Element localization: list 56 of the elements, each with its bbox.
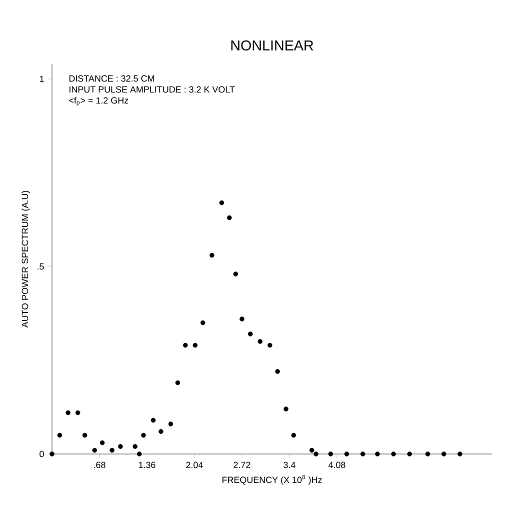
y-tick-label: 0 xyxy=(40,450,44,458)
point xyxy=(268,342,272,348)
y-tick-label: 1 xyxy=(40,76,44,82)
point xyxy=(150,418,156,423)
point xyxy=(375,452,380,456)
point xyxy=(248,332,253,336)
x-tick-label: .68 xyxy=(94,462,106,468)
x-tick-label: 1.36 xyxy=(138,462,156,468)
point xyxy=(233,272,238,276)
x-tick-label: 2.04 xyxy=(186,462,203,468)
point xyxy=(314,452,318,456)
point xyxy=(200,320,206,326)
point xyxy=(275,369,280,374)
point xyxy=(407,452,412,456)
point xyxy=(50,452,54,456)
annotation: <f$_{p}$> = 1.2 GHz xyxy=(69,97,128,106)
point xyxy=(92,448,97,453)
point xyxy=(183,342,188,348)
chart-title: NONLINEAR xyxy=(231,40,314,51)
y-tick-label: .5 xyxy=(38,263,44,270)
point xyxy=(136,452,142,456)
point xyxy=(168,422,174,426)
x-tick-label: 2.72 xyxy=(234,462,250,468)
point xyxy=(110,448,114,453)
point xyxy=(360,452,366,456)
point xyxy=(57,432,62,438)
point xyxy=(441,452,446,456)
point xyxy=(141,432,146,438)
point xyxy=(175,380,180,386)
x-tick-label: 3.4 xyxy=(284,462,296,468)
point xyxy=(192,342,198,348)
x-tick-label: 4.08 xyxy=(328,462,346,468)
point xyxy=(100,440,105,446)
point xyxy=(227,215,232,220)
point xyxy=(344,452,350,456)
point xyxy=(425,452,430,456)
point xyxy=(328,452,334,456)
point xyxy=(284,406,288,412)
point xyxy=(219,200,224,206)
point xyxy=(75,410,80,416)
point xyxy=(240,316,244,322)
point xyxy=(118,444,123,449)
point xyxy=(291,432,296,438)
point xyxy=(82,432,88,438)
point xyxy=(132,444,138,449)
x-axis-title: FREQUENCY (X 10$^{8}$ )Hz xyxy=(222,474,322,485)
point xyxy=(66,410,70,416)
y-axis-title: AUTO POWER SPECTRUM (A.U) xyxy=(22,190,30,328)
point xyxy=(309,448,314,453)
annotation: DISTANCE : 32.5 CM xyxy=(69,75,154,82)
point xyxy=(457,452,462,456)
point xyxy=(258,339,263,344)
point xyxy=(391,452,396,456)
point xyxy=(158,429,164,434)
annotation: INPUT PULSE AMPLITUDE : 3.2 K VOLT xyxy=(70,86,235,93)
point xyxy=(210,252,214,258)
